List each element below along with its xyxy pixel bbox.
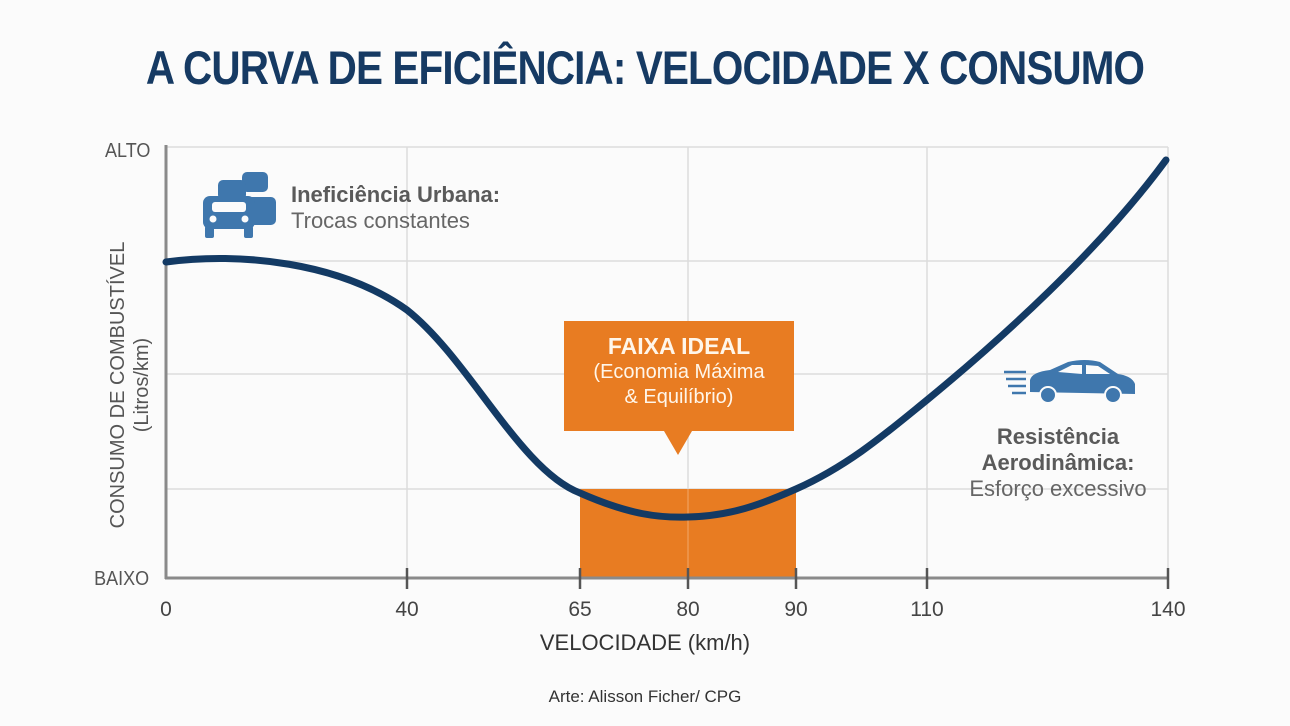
aero-annotation-title2: Aerodinâmica: [981, 450, 1135, 475]
x-axis-title: VELOCIDADE (km/h) [539, 630, 751, 655]
fast-car-icon [1004, 360, 1135, 404]
x-tick-40: 40 [395, 598, 419, 621]
x-tick-marks [405, 568, 1170, 589]
x-tick-140: 140 [1150, 598, 1186, 621]
urban-annotation: Ineficiência Urbana: Trocas constantes [291, 182, 500, 234]
x-tick-90: 90 [784, 598, 808, 621]
ideal-range-line2: & Equilíbrio) [624, 386, 734, 408]
urban-annotation-title: Ineficiência Urbana: [291, 182, 501, 207]
ideal-range-callout: FAIXA IDEAL (Economia Máxima & Equilíbri… [564, 321, 794, 431]
aero-annotation-text: Esforço excessivo [969, 476, 1147, 501]
y-axis-top-label: ALTO [105, 140, 151, 162]
y-axis-title: CONSUMO DE COMBUSTÍVEL (Litros/km) [106, 242, 154, 529]
y-axis-unit: (Litros/km) [131, 337, 153, 433]
urban-annotation-text: Trocas constantes [291, 208, 470, 233]
aero-annotation: Resistência Aerodinâmica: Esforço excess… [950, 424, 1166, 502]
consumption-curve [162, 156, 1170, 521]
x-tick-0: 0 [160, 598, 172, 621]
y-axis-bottom-label: BAIXO [94, 568, 150, 590]
x-tick-80: 80 [676, 598, 700, 621]
traffic-cars-icon [203, 172, 276, 238]
chart-title: A CURVA DE EFICIÊNCIA: VELOCIDADE X CONS… [145, 41, 1145, 94]
callout-pointer [664, 431, 692, 455]
x-tick-110: 110 [910, 598, 944, 621]
art-credit: Arte: Alisson Ficher/ CPG [548, 687, 742, 706]
ideal-range-line1: (Economia Máxima [593, 361, 765, 383]
x-tick-65: 65 [568, 598, 592, 621]
ideal-range-title: FAIXA IDEAL [607, 333, 751, 359]
aero-annotation-title1: Resistência [996, 424, 1120, 449]
axes [164, 145, 1169, 580]
y-axis-title-text: CONSUMO DE COMBUSTÍVEL [107, 241, 129, 529]
